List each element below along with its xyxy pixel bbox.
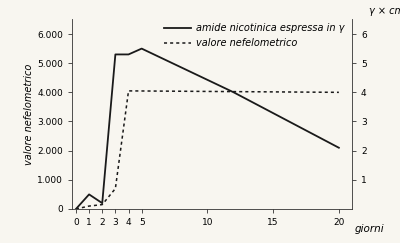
amide nicotinica espressa in γ [231, 91, 236, 94]
amide nicotinica espressa in γ [100, 202, 105, 205]
Y-axis label: valore nefelometrico: valore nefelometrico [24, 63, 34, 165]
amide nicotinica espressa in γ [113, 53, 118, 56]
amide nicotinica espressa in γ [336, 146, 341, 149]
amide nicotinica espressa in γ [139, 47, 144, 50]
Line: amide nicotinica espressa in γ: amide nicotinica espressa in γ [76, 49, 339, 209]
valore nefelometrico [74, 208, 78, 210]
amide nicotinica espressa in γ [74, 208, 78, 210]
valore nefelometrico [336, 91, 341, 94]
amide nicotinica espressa in γ [126, 53, 131, 56]
Text: giorni: giorni [355, 224, 384, 234]
Text: γ × cm³: γ × cm³ [369, 6, 400, 16]
Line: valore nefelometrico: valore nefelometrico [76, 91, 339, 209]
valore nefelometrico [87, 205, 92, 208]
valore nefelometrico [126, 89, 131, 92]
valore nefelometrico [100, 203, 105, 206]
Legend: amide nicotinica espressa in γ, valore nefelometrico: amide nicotinica espressa in γ, valore n… [161, 20, 347, 51]
amide nicotinica espressa in γ [87, 193, 92, 196]
valore nefelometrico [113, 187, 118, 190]
